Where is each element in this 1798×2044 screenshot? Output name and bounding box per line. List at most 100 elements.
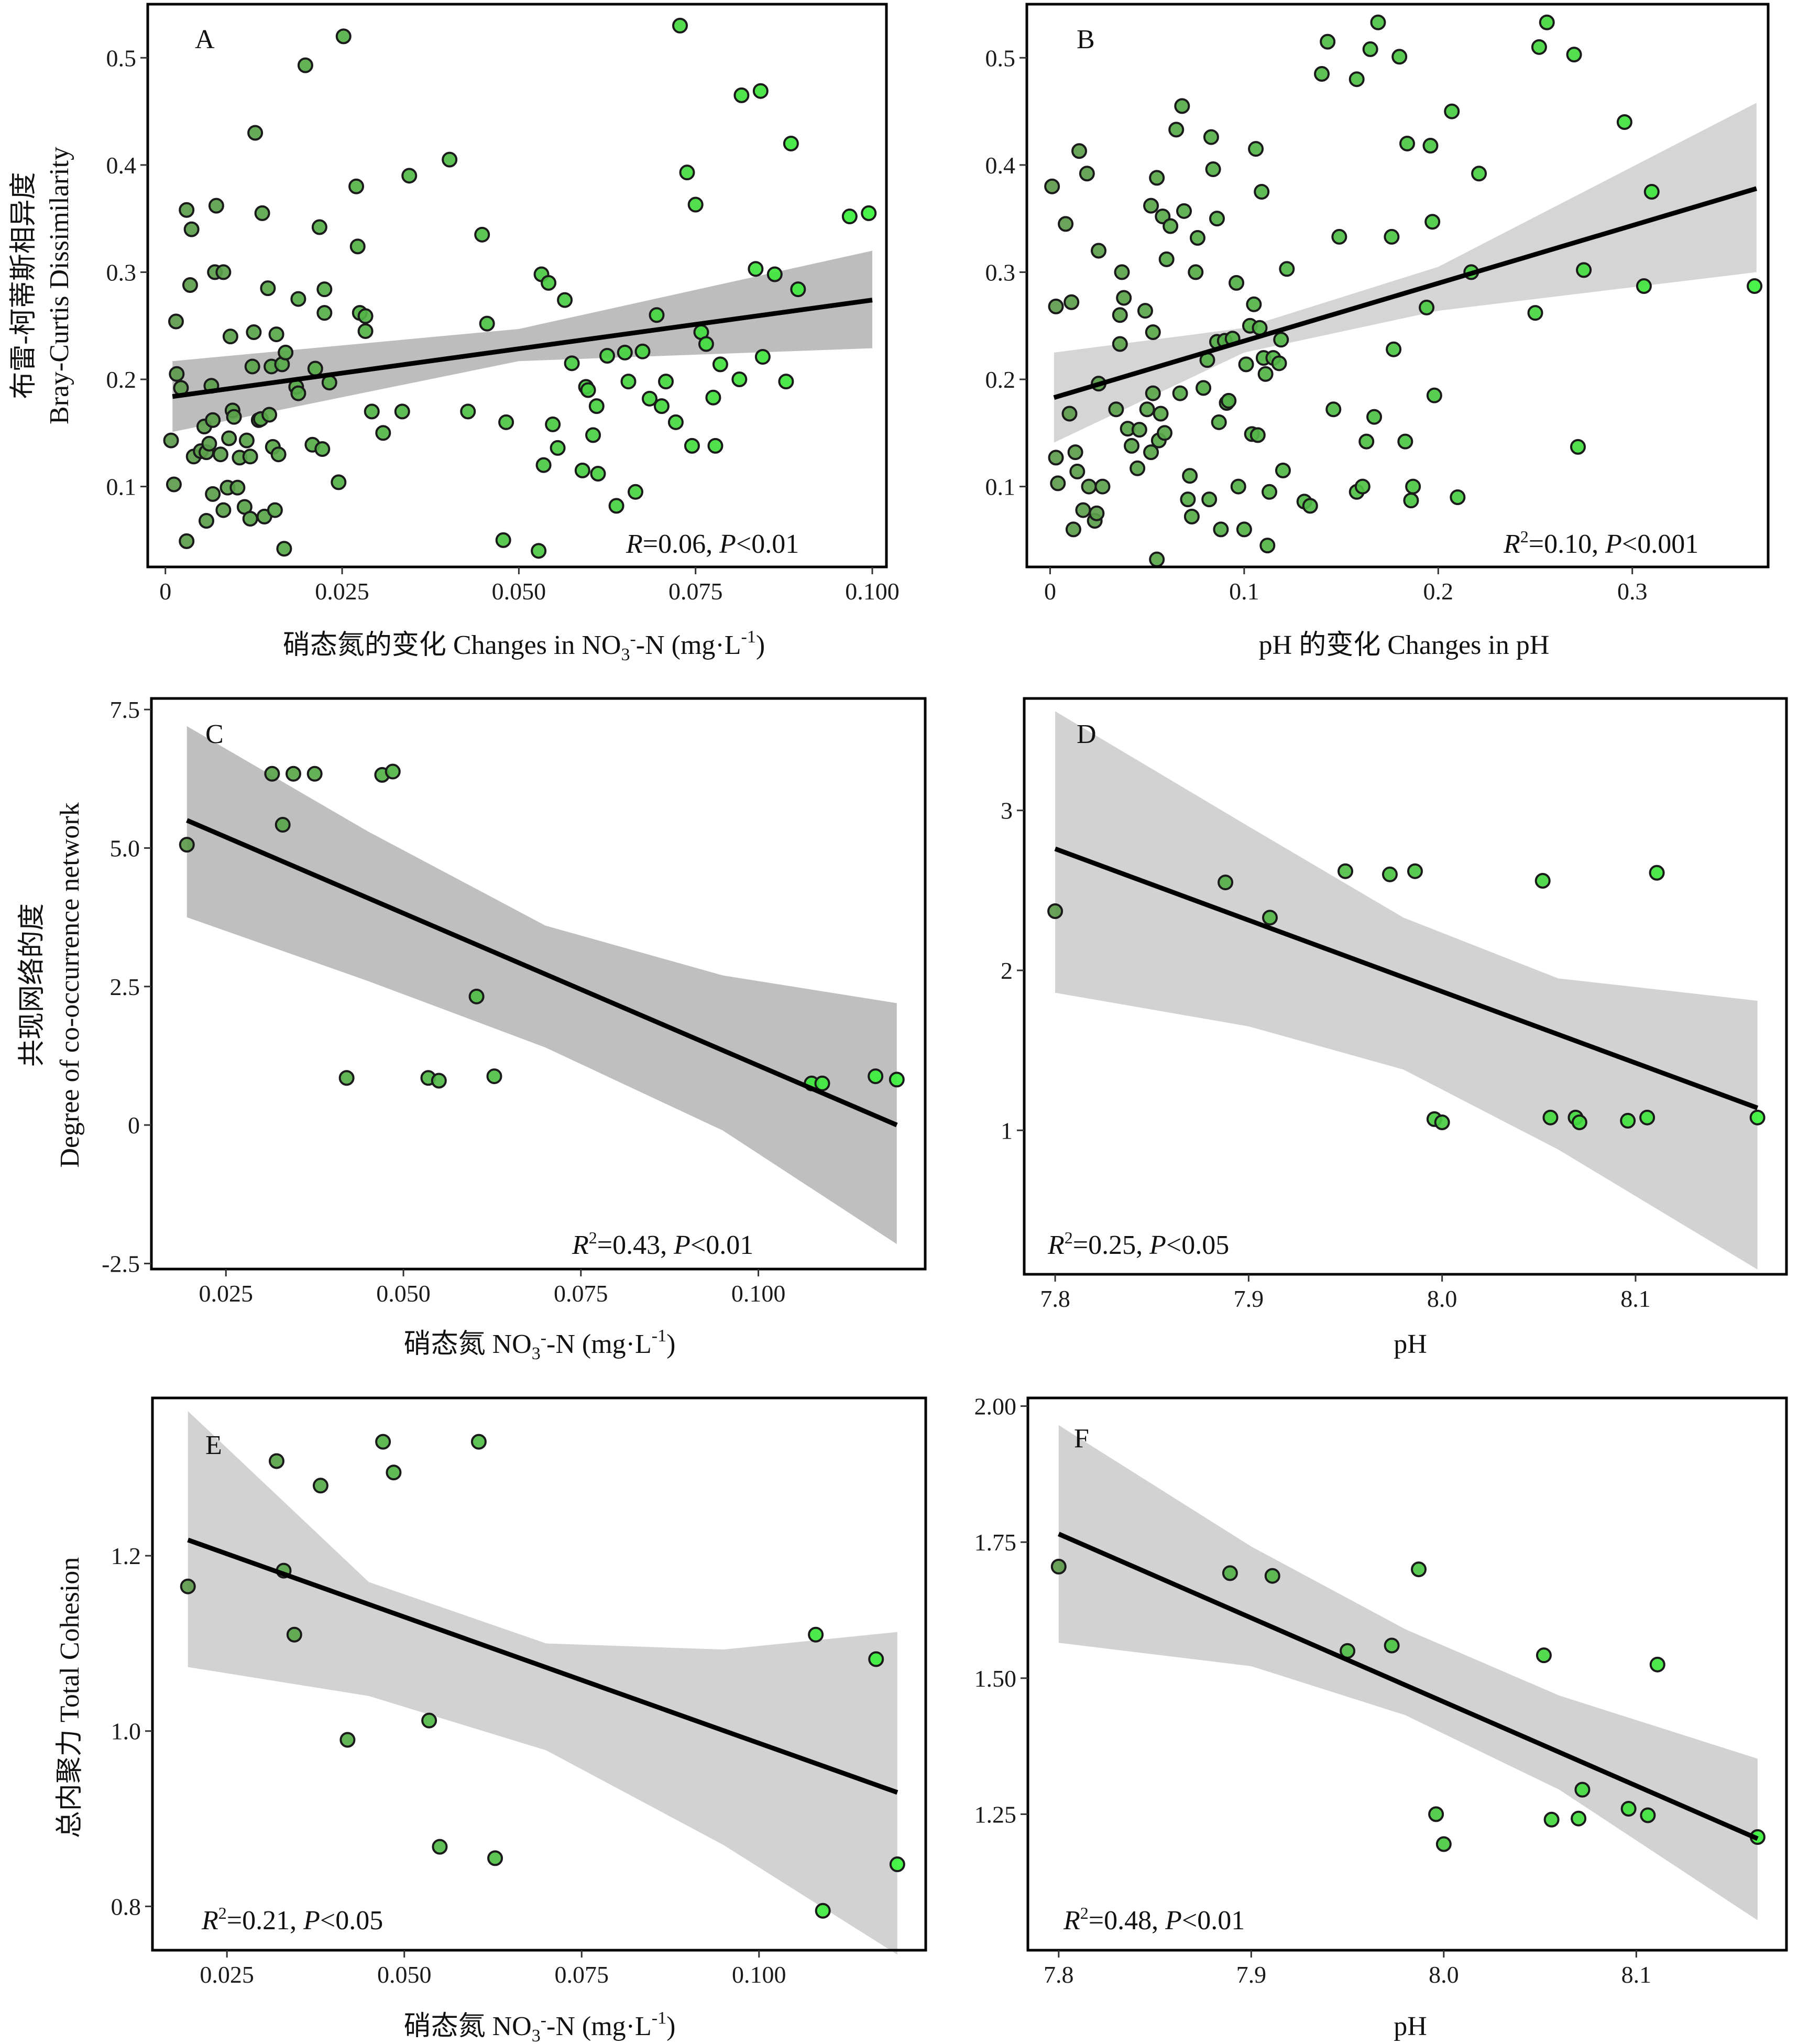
data-point-a — [348, 178, 365, 194]
y-axis-ticks-a: 0.1 0.2 0.3 0.4 0.5 — [106, 45, 148, 500]
data-point-b — [1168, 122, 1185, 138]
data-point-d — [1620, 1112, 1636, 1129]
data-point-a — [672, 17, 688, 34]
x-tick-label-d: 8.0 — [1427, 1285, 1457, 1312]
data-point-e — [487, 1850, 503, 1866]
confidence-band-area-e — [188, 1411, 897, 1955]
x-axis-ticks-e: 0.025 0.050 0.075 0.100 — [200, 1950, 786, 1988]
data-point-f — [1411, 1561, 1427, 1578]
panel-b: 0 0.1 0.2 0.3 0.1 0.2 0.3 0.4 0.5 B R2=0.10, P<… — [985, 3, 1770, 660]
y-tick-label-d: 2 — [1001, 957, 1013, 984]
data-point-a — [201, 435, 217, 452]
data-point-b — [1205, 161, 1221, 178]
data-point-b — [1331, 228, 1347, 245]
data-point-b — [1426, 387, 1442, 403]
data-point-e — [268, 1453, 284, 1469]
data-point-c — [486, 1068, 502, 1085]
data-point-b — [1320, 34, 1336, 50]
regression-line-e — [187, 1537, 898, 1795]
data-point-a — [588, 398, 605, 414]
data-point-b — [1259, 538, 1276, 554]
data-point-b — [1116, 290, 1132, 306]
data-point-e — [421, 1712, 437, 1729]
y-axis-title-cn-c: 共现网络的度 — [17, 903, 47, 1067]
data-point-f — [1050, 1558, 1067, 1575]
data-point-a — [608, 498, 624, 514]
x-tick-label-a: 0.075 — [668, 578, 723, 605]
x-tick-label-b: 0 — [1044, 578, 1056, 605]
data-point-c — [431, 1073, 447, 1089]
data-point-b — [1370, 14, 1386, 30]
data-point-b — [1094, 478, 1111, 495]
data-point-b — [1419, 299, 1435, 315]
data-point-b — [1183, 508, 1200, 524]
data-point-a — [208, 198, 224, 214]
data-point-a — [198, 513, 214, 529]
y-tick-label-c: -2.5 — [102, 1250, 140, 1277]
x-tick-label-e: 0.050 — [377, 1961, 432, 1988]
data-point-a — [628, 484, 644, 500]
data-point-a — [290, 291, 306, 307]
data-point-b — [1236, 521, 1252, 538]
data-point-a — [238, 432, 255, 449]
data-point-a — [841, 209, 858, 225]
data-point-d — [1542, 1109, 1559, 1125]
data-point-f — [1222, 1565, 1238, 1581]
data-point-a — [498, 414, 514, 430]
x-tick-label-f: 8.0 — [1429, 1961, 1459, 1988]
data-point-a — [205, 486, 221, 502]
stats-annotation-c: R2=0.43, P<0.01 — [572, 1228, 753, 1260]
data-point-a — [229, 479, 246, 496]
data-point-a — [168, 313, 184, 330]
data-point-b — [1257, 366, 1274, 382]
stats-annotation-d: R2=0.25, P<0.05 — [1047, 1228, 1229, 1260]
data-point-b — [1189, 229, 1205, 246]
x-tick-label-b: 0.1 — [1229, 578, 1259, 605]
data-point-a — [349, 238, 366, 255]
y-tick-label-b: 0.3 — [985, 259, 1016, 286]
data-point-a — [364, 403, 380, 420]
data-point-b — [1071, 143, 1088, 159]
data-point-b — [1058, 216, 1074, 232]
data-point-b — [1570, 439, 1586, 455]
x-tick-label-c: 0.075 — [554, 1280, 608, 1307]
data-point-b — [1048, 298, 1064, 314]
x-axis-title-e: 硝态氮 NO3--N (mg·L-1) — [404, 2008, 676, 2044]
confidence-band-b — [1054, 103, 1757, 443]
data-point-a — [242, 449, 258, 465]
data-point-b — [1130, 460, 1146, 476]
data-point-a — [163, 432, 179, 449]
data-point-b — [1174, 98, 1190, 114]
x-tick-label-e: 0.100 — [732, 1961, 786, 1988]
data-point-a — [731, 371, 748, 387]
data-point-c — [385, 763, 401, 780]
y-axis-title-en-c: Degree of co-occurrence network — [55, 802, 85, 1167]
data-point-a — [261, 407, 278, 423]
data-point-b — [1527, 305, 1543, 321]
data-point-f — [1620, 1801, 1637, 1817]
data-point-a — [276, 541, 292, 557]
data-point-b — [1108, 401, 1124, 418]
y-tick-label-a: 0.1 — [106, 474, 137, 500]
x-axis-ticks-d: 7.8 7.9 8.0 8.1 — [1040, 1274, 1651, 1312]
regression-line-f — [1058, 1532, 1759, 1841]
panel-label-d: D — [1077, 719, 1097, 749]
x-tick-label-c: 0.025 — [199, 1280, 254, 1307]
y-axis-ticks-d: 1 2 3 — [1001, 797, 1024, 1144]
x-axis-ticks-a: 0 0.025 0.050 0.075 0.100 — [159, 567, 900, 605]
data-point-a — [541, 275, 557, 291]
data-point-b — [1230, 478, 1246, 495]
panel-label-b: B — [1077, 25, 1095, 54]
x-tick-label-b: 0.2 — [1423, 578, 1454, 605]
plot-frame-e — [151, 1396, 927, 1952]
data-point-b — [1422, 138, 1439, 154]
plot-frame-c — [150, 697, 927, 1271]
p-value-f: 0.01 — [1197, 1906, 1245, 1936]
data-point-a — [783, 135, 799, 151]
data-point-a — [550, 440, 566, 456]
data-point-a — [535, 457, 552, 473]
data-point-b — [1137, 303, 1153, 319]
data-point-a — [707, 438, 723, 454]
x-tick-label-c: 0.050 — [376, 1280, 431, 1307]
data-point-a — [620, 374, 637, 390]
